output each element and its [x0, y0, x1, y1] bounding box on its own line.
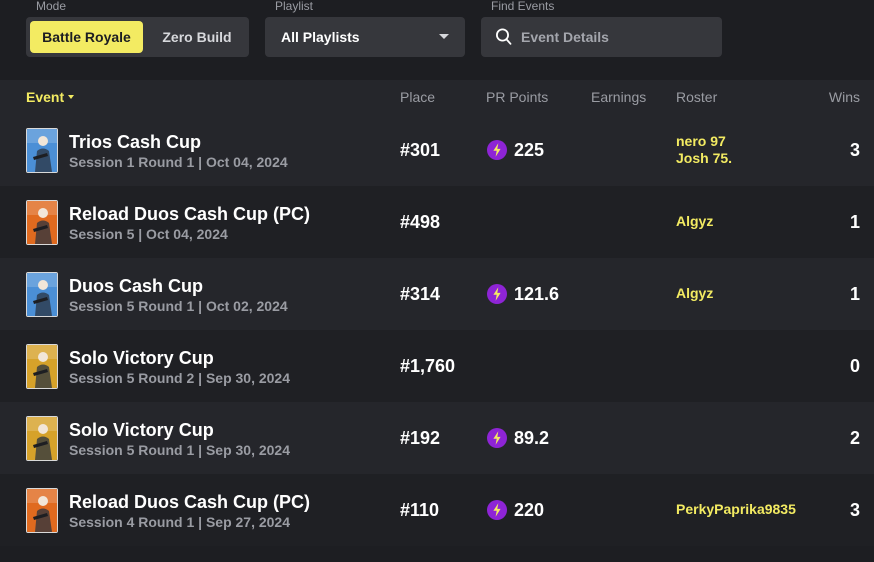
- lightning-bolt-icon: [487, 140, 507, 160]
- column-header-pr-points: PR Points: [486, 89, 549, 105]
- event-details: Session 4 Round 1 | Sep 27, 2024: [69, 514, 291, 530]
- event-wins: 3: [849, 500, 860, 520]
- search-icon: [496, 28, 512, 45]
- event-details: Session 5 Round 1 | Sep 30, 2024: [69, 442, 291, 458]
- event-name[interactable]: Duos Cash Cup: [69, 276, 204, 296]
- event-wins: 2: [849, 428, 860, 448]
- table-row[interactable]: Duos Cash Cup Session 5 Round 1 | Oct 02,…: [0, 258, 874, 330]
- mode-battle-royale-button[interactable]: Battle Royale: [30, 21, 143, 53]
- table-row[interactable]: Trios Cash Cup Session 1 Round 1 | Oct 04…: [0, 114, 874, 186]
- event-wins: 3: [849, 140, 860, 160]
- event-place: #110: [400, 500, 440, 520]
- column-header-wins: Wins: [828, 89, 860, 105]
- event-place: #314: [400, 284, 441, 304]
- event-details: Session 5 | Oct 04, 2024: [69, 226, 228, 242]
- table-row[interactable]: Solo Victory Cup Session 5 Round 1 | Sep …: [0, 402, 874, 474]
- find-events-label: Find Events: [491, 0, 555, 13]
- pr-points-value: 89.2: [514, 428, 550, 448]
- event-details: Session 5 Round 1 | Oct 02, 2024: [69, 298, 288, 314]
- event-thumbnail: [26, 344, 58, 389]
- event-wins: 1: [849, 284, 860, 304]
- table-body: Trios Cash Cup Session 1 Round 1 | Oct 04…: [0, 114, 874, 546]
- filter-bar: Mode Battle Royale Zero Build Playlist A…: [0, 0, 874, 80]
- table-row[interactable]: Reload Duos Cash Cup (PC) Session 5 | Oct…: [0, 186, 874, 258]
- search-input[interactable]: [521, 17, 711, 57]
- lightning-bolt-icon: [487, 428, 507, 448]
- column-header-earnings: Earnings: [591, 89, 647, 105]
- chevron-down-icon: [439, 34, 449, 39]
- event-name[interactable]: Trios Cash Cup: [69, 132, 202, 152]
- pr-points-value: 121.6: [514, 284, 560, 304]
- table-row[interactable]: Solo Victory Cup Session 5 Round 2 | Sep …: [0, 330, 874, 402]
- event-wins: 1: [849, 212, 860, 232]
- playlist-dropdown[interactable]: All Playlists: [265, 17, 465, 57]
- event-place: #192: [400, 428, 441, 448]
- roster-player[interactable]: Algyz: [676, 285, 714, 301]
- event-thumbnail: [26, 128, 58, 173]
- column-header-place: Place: [400, 89, 436, 105]
- event-name[interactable]: Reload Duos Cash Cup (PC): [69, 204, 311, 224]
- playlist-selected-value: All Playlists: [281, 29, 360, 45]
- event-details: Session 5 Round 2 | Sep 30, 2024: [69, 370, 291, 386]
- mode-toggle: Battle Royale Zero Build: [26, 17, 249, 57]
- sort-caret-icon[interactable]: [68, 95, 74, 99]
- roster-player[interactable]: Josh 75.: [676, 150, 733, 166]
- playlist-label: Playlist: [275, 0, 314, 13]
- event-thumbnail: [26, 200, 58, 245]
- column-header-event[interactable]: Event: [26, 89, 65, 105]
- event-name[interactable]: Solo Victory Cup: [69, 348, 214, 368]
- mode-label: Mode: [36, 0, 67, 13]
- event-place: #1,760: [400, 356, 456, 376]
- event-name[interactable]: Solo Victory Cup: [69, 420, 214, 440]
- pr-points-value: 220: [514, 500, 545, 520]
- mode-zero-build-button[interactable]: Zero Build: [162, 29, 232, 45]
- event-place: #498: [400, 212, 441, 232]
- search-box: [481, 17, 722, 57]
- events-table: Event Place PR Points Earnings Roster Wi…: [0, 80, 874, 546]
- roster-player[interactable]: nero 97: [676, 133, 726, 149]
- table-row[interactable]: Reload Duos Cash Cup (PC) Session 4 Round…: [0, 474, 874, 546]
- event-thumbnail: [26, 272, 58, 317]
- event-wins: 0: [849, 356, 860, 376]
- lightning-bolt-icon: [487, 500, 507, 520]
- event-details: Session 1 Round 1 | Oct 04, 2024: [69, 154, 288, 170]
- event-name[interactable]: Reload Duos Cash Cup (PC): [69, 492, 311, 512]
- roster-player[interactable]: Algyz: [676, 213, 714, 229]
- roster-player[interactable]: PerkyPaprika9835: [676, 501, 796, 517]
- table-header: Event Place PR Points Earnings Roster Wi…: [0, 80, 874, 114]
- pr-points-value: 225: [514, 140, 545, 160]
- event-place: #301: [400, 140, 441, 160]
- column-header-roster: Roster: [676, 89, 718, 105]
- lightning-bolt-icon: [487, 284, 507, 304]
- event-thumbnail: [26, 416, 58, 461]
- event-thumbnail: [26, 488, 58, 533]
